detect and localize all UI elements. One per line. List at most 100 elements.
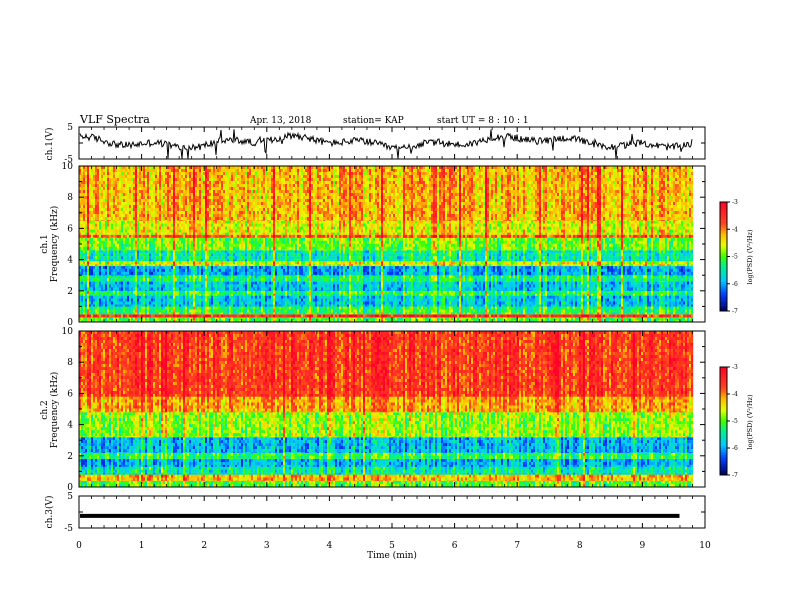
spectrogram-cell <box>369 281 371 284</box>
spectrogram-cell <box>291 294 293 296</box>
spectrogram-cell <box>317 296 319 299</box>
spectrogram-cell <box>589 309 591 312</box>
spectrogram-cell <box>311 281 313 284</box>
spectrogram-cell <box>397 305 399 307</box>
spectrogram-cell <box>231 299 233 302</box>
spectrogram-cell <box>539 287 541 290</box>
spectrogram-cell <box>125 314 127 317</box>
spectrogram-cell <box>135 287 137 290</box>
spectrogram-cell <box>113 284 115 287</box>
spectrogram-cell <box>455 314 457 317</box>
spectrogram-cell <box>413 296 415 299</box>
spectrogram-cell <box>181 287 183 290</box>
spectrogram-cell <box>165 306 167 309</box>
spectrogram-cell <box>657 317 659 320</box>
spectrogram-cell <box>479 287 481 290</box>
spectrogram-cell <box>285 287 287 290</box>
spectrogram-cell <box>545 312 547 314</box>
spectrogram-cell <box>131 296 133 299</box>
spectrogram-cell <box>263 291 265 294</box>
spectrogram-cell <box>297 302 299 305</box>
spectrogram-cell <box>207 281 209 284</box>
spectrogram-cell <box>531 281 533 284</box>
spectrogram-cell <box>601 312 603 314</box>
spectrogram-cell <box>363 314 365 317</box>
spectrogram-cell <box>637 291 639 294</box>
spectrogram-cell <box>303 309 305 312</box>
spectrogram-cell <box>463 306 465 309</box>
spectrogram-cell <box>289 317 291 320</box>
spectrogram-cell <box>99 281 101 284</box>
spectrogram-cell <box>473 287 475 290</box>
spectrogram-cell <box>375 302 377 305</box>
spectrogram-cell <box>241 287 243 290</box>
spectrogram-cell <box>163 299 165 302</box>
spectrogram-cell <box>361 296 363 299</box>
spectrogram-cell <box>85 305 87 307</box>
spectrogram-cell <box>595 309 597 312</box>
y-tick-label: 5 <box>67 123 73 133</box>
spectrogram-cell <box>199 296 201 299</box>
spectrogram-cell <box>189 302 191 305</box>
spectrogram-cell <box>467 291 469 294</box>
spectrogram-cell <box>689 312 691 314</box>
spectrogram-cell <box>625 309 627 312</box>
spectrogram-cell <box>153 299 155 302</box>
spectrogram-cell <box>149 309 151 312</box>
spectrogram-cell <box>199 299 201 302</box>
spectrogram-cell <box>579 305 581 307</box>
spectrogram-cell <box>191 291 193 294</box>
spectrogram-cell <box>223 309 225 312</box>
spectrogram-cell <box>475 284 477 287</box>
spectrogram-cell <box>689 284 691 287</box>
spectrogram-cell <box>329 309 331 312</box>
spectrogram-cell <box>407 317 409 320</box>
spectrogram-cell <box>191 281 193 284</box>
spectrogram-cell <box>393 314 395 317</box>
spectrogram-cell <box>101 309 103 312</box>
spectrogram-cell <box>259 305 261 307</box>
spectrogram-cell <box>671 294 673 296</box>
spectrogram-cell <box>105 299 107 302</box>
spectrogram-cell <box>559 314 561 317</box>
spectrogram-cell <box>521 299 523 302</box>
spectrogram-cell <box>177 296 179 299</box>
spectrogram-cell <box>433 314 435 317</box>
spectrogram-cell <box>311 291 313 294</box>
spectrogram-cell <box>307 299 309 302</box>
spectrogram-cell <box>465 312 467 314</box>
spectrogram-cell <box>201 305 203 307</box>
spectrogram-cell <box>259 306 261 309</box>
spectrogram-cell <box>275 302 277 305</box>
spectrogram-cell <box>489 281 491 284</box>
spectrogram-cell <box>677 309 679 312</box>
spectrogram-cell <box>215 287 217 290</box>
spectrogram-cell <box>231 317 233 320</box>
spectrogram-cell <box>659 314 661 317</box>
spectrogram-cell <box>595 284 597 287</box>
spectrogram-cell <box>665 302 667 305</box>
spectrogram-cell <box>457 309 459 312</box>
spectrogram-cell <box>207 296 209 299</box>
spectrogram-cell <box>227 302 229 305</box>
spectrogram-cell <box>509 306 511 309</box>
spectrogram-cell <box>633 314 635 317</box>
spectrogram-cell <box>617 296 619 299</box>
spectrogram-cell <box>201 299 203 302</box>
spectrogram-cell <box>611 302 613 305</box>
spectrogram-cell <box>519 281 521 284</box>
spectrogram-cell <box>599 314 601 317</box>
spectrogram-cell <box>517 291 519 294</box>
spectrogram-cell <box>407 281 409 284</box>
spectrogram-cell <box>609 312 611 314</box>
spectrogram-cell <box>619 291 621 294</box>
spectrogram-cell <box>257 317 259 320</box>
spectrogram-cell <box>373 287 375 290</box>
spectrogram-cell <box>551 294 553 296</box>
spectrogram-cell <box>413 305 415 307</box>
spectrogram-cell <box>553 287 555 290</box>
spectrogram-cell <box>147 296 149 299</box>
spectrogram-cell <box>383 309 385 312</box>
spectrogram-cell <box>345 299 347 302</box>
spectrogram-cell <box>409 312 411 314</box>
